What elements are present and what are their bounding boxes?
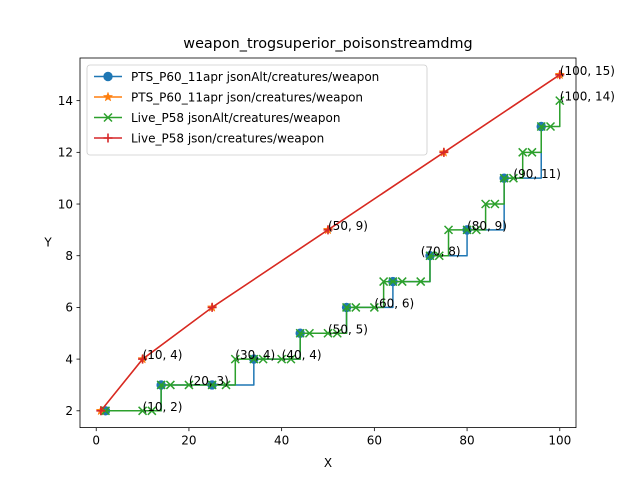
legend-item: PTS_P60_11apr jsonAlt/creatures/weapon: [94, 70, 379, 84]
data-point: [249, 354, 259, 364]
data-point: [138, 354, 148, 364]
data-label: (100, 14): [560, 90, 615, 104]
y-tick-label: 10: [58, 197, 73, 211]
data-point: [277, 354, 287, 364]
data-point: [555, 96, 565, 106]
data-point: [471, 225, 481, 235]
plot-series: [95, 69, 566, 416]
data-point: [439, 147, 449, 157]
data-point: [295, 328, 305, 338]
data-point: [379, 277, 389, 287]
data-point: [207, 302, 217, 312]
data-point: [545, 121, 556, 132]
data-point: [434, 251, 444, 261]
data-label: (90, 11): [513, 167, 561, 181]
data-label: (80, 9): [467, 219, 507, 233]
data-point: [304, 328, 314, 338]
data-point: [323, 225, 333, 235]
y-tick-label: 4: [65, 352, 73, 366]
data-point: [258, 354, 268, 364]
series-line: [105, 100, 561, 412]
legend-label: PTS_P60_11apr json/creatures/weapon: [131, 90, 363, 104]
legend-marker: [102, 91, 114, 102]
data-point: [527, 147, 537, 157]
data-point: [156, 380, 166, 390]
series-3: [100, 96, 565, 416]
data-point: [369, 302, 379, 312]
data-point: [388, 277, 398, 287]
plot-frame: [79, 57, 577, 429]
legend-marker: [103, 112, 113, 123]
legend-label: PTS_P60_11apr jsonAlt/creatures/weapon: [131, 70, 379, 84]
x-tick-label: 20: [181, 434, 196, 448]
data-point: [397, 277, 407, 287]
data-label: (60, 6): [374, 296, 414, 310]
y-tick-label: 12: [58, 146, 73, 160]
y-tick-label: 8: [65, 249, 73, 263]
data-point: [342, 302, 352, 312]
data-point: [518, 147, 528, 157]
chart-title: weapon_trogsuperior_poisonstreamdmg: [183, 36, 472, 52]
data-point: [221, 380, 231, 390]
data-point: [351, 302, 361, 312]
legend-item: PTS_P60_11apr json/creatures/weapon: [94, 90, 363, 104]
data-point: [536, 121, 546, 132]
x-tick-label: 0: [92, 434, 100, 448]
data-point: [443, 225, 454, 235]
data-point: [286, 354, 296, 364]
legend-item: Live_P58 json/creatures/weapon: [94, 131, 324, 145]
data-point: [462, 225, 472, 235]
x-tick-label: 80: [459, 434, 474, 448]
axes-ticks: 0 20 40 60 80 100 2 4 6 8 10 12 14: [58, 94, 572, 448]
data-point: [147, 406, 157, 416]
data-point: [332, 328, 342, 338]
data-point: [425, 251, 435, 261]
series-4: [96, 70, 565, 416]
data-point: [207, 380, 217, 390]
data-label: (70, 8): [421, 245, 461, 259]
data-point: [138, 406, 148, 416]
data-point: [508, 173, 518, 183]
data-label: (30, 4): [235, 348, 275, 362]
data-point: [230, 354, 240, 364]
y-tick-label: 2: [65, 404, 73, 418]
legend-marker: [103, 71, 113, 82]
data-point: [416, 277, 426, 287]
data-point: [555, 70, 565, 80]
series-line: [100, 74, 561, 412]
legend: PTS_P60_11apr jsonAlt/creatures/weapon PT…: [86, 64, 428, 156]
y-axis-label: Y: [43, 235, 52, 249]
legend-label: Live_P58 json/creatures/weapon: [131, 131, 324, 145]
x-tick-label: 60: [367, 434, 382, 448]
legend-item: Live_P58 jsonAlt/creatures/weapon: [94, 111, 340, 125]
data-label: (10, 4): [143, 348, 183, 362]
data-label: (50, 9): [328, 219, 368, 233]
data-label: (50, 5): [328, 322, 368, 336]
y-tick-label: 14: [58, 94, 73, 108]
x-tick-label: 100: [548, 434, 571, 448]
data-point: [96, 406, 106, 416]
data-label: (10, 2): [143, 400, 183, 414]
data-point: [490, 199, 500, 209]
legend-box: [86, 64, 428, 156]
data-point: [165, 380, 175, 390]
data-point: [184, 380, 194, 390]
data-point: [481, 199, 491, 209]
data-point: [323, 328, 333, 338]
data-label: (20, 3): [189, 374, 229, 388]
legend-label: Live_P58 jsonAlt/creatures/weapon: [131, 111, 340, 125]
legend-marker: [103, 133, 113, 143]
data-label: (100, 15): [560, 64, 615, 78]
plot-annotations: (10, 2) (20, 3) (30, 4) (40, 4) (50, 5) (60, …: [143, 64, 615, 414]
x-axis-label: X: [324, 456, 332, 470]
data-label: (40, 4): [282, 348, 322, 362]
data-point: [499, 173, 509, 183]
y-tick-label: 6: [65, 301, 73, 315]
x-tick-label: 40: [274, 434, 289, 448]
